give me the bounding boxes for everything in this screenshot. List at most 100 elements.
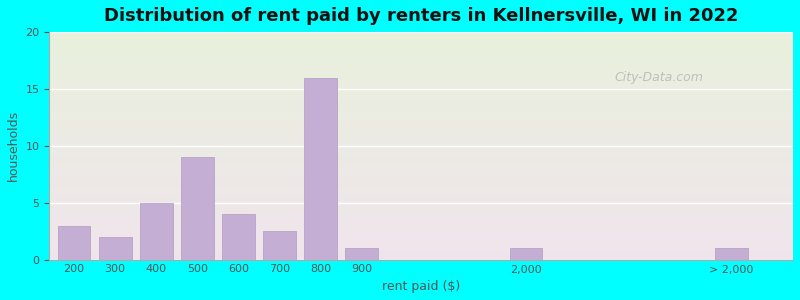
Bar <box>50 71 793 73</box>
Bar <box>50 182 793 184</box>
Bar <box>50 216 793 219</box>
Bar <box>50 191 793 194</box>
Bar <box>50 226 793 228</box>
Bar <box>50 184 793 187</box>
Bar <box>50 118 793 121</box>
Bar <box>50 150 793 153</box>
Bar <box>50 37 793 39</box>
Bar <box>50 219 793 221</box>
Bar <box>50 80 793 82</box>
Bar <box>50 210 793 212</box>
Bar <box>50 255 793 257</box>
Bar <box>50 257 793 260</box>
Bar <box>50 137 793 139</box>
Bar <box>50 169 793 171</box>
Bar <box>222 214 254 260</box>
Bar <box>50 91 793 94</box>
Bar <box>263 231 296 260</box>
Bar <box>50 116 793 119</box>
Bar <box>98 237 131 260</box>
Bar <box>50 239 793 242</box>
Bar <box>50 205 793 207</box>
Bar <box>50 214 793 216</box>
Bar <box>50 73 793 75</box>
Bar <box>50 134 793 137</box>
Bar <box>50 221 793 223</box>
Bar <box>50 171 793 173</box>
Bar <box>50 61 793 64</box>
Bar <box>50 57 793 59</box>
Bar <box>50 50 793 52</box>
Bar <box>50 107 793 110</box>
Bar <box>50 162 793 164</box>
Bar <box>50 98 793 100</box>
Bar <box>50 64 793 66</box>
Bar <box>50 198 793 200</box>
Bar <box>50 173 793 176</box>
Bar <box>50 160 793 162</box>
Bar <box>50 187 793 189</box>
Bar <box>50 41 793 43</box>
Title: Distribution of rent paid by renters in Kellnersville, WI in 2022: Distribution of rent paid by renters in … <box>104 7 738 25</box>
Bar <box>715 248 748 260</box>
Bar <box>50 100 793 103</box>
Bar <box>50 248 793 250</box>
Bar <box>50 155 793 157</box>
Bar <box>50 52 793 55</box>
Bar <box>50 207 793 210</box>
Bar <box>50 44 793 46</box>
Bar <box>50 125 793 128</box>
Bar <box>50 123 793 125</box>
Bar <box>50 82 793 84</box>
Bar <box>50 144 793 146</box>
Y-axis label: households: households <box>7 110 20 182</box>
Bar <box>50 59 793 62</box>
Bar <box>50 112 793 114</box>
Bar <box>50 34 793 37</box>
Bar <box>50 39 793 41</box>
Bar <box>50 203 793 205</box>
Bar <box>50 189 793 191</box>
Bar <box>510 248 542 260</box>
Bar <box>50 228 793 230</box>
Bar <box>50 146 793 148</box>
Bar <box>50 55 793 57</box>
Bar <box>50 230 793 232</box>
X-axis label: rent paid ($): rent paid ($) <box>382 280 460 293</box>
Bar <box>50 103 793 105</box>
Bar <box>50 32 793 34</box>
Bar <box>50 157 793 160</box>
Bar <box>50 84 793 87</box>
Bar <box>50 48 793 50</box>
Bar <box>181 157 214 260</box>
Bar <box>50 223 793 226</box>
Bar <box>50 87 793 89</box>
Bar <box>140 203 173 260</box>
Bar <box>50 237 793 239</box>
Bar <box>50 253 793 255</box>
Text: City-Data.com: City-Data.com <box>614 71 704 84</box>
Bar <box>304 78 337 260</box>
Bar <box>50 132 793 134</box>
Bar <box>50 178 793 180</box>
Bar <box>50 66 793 68</box>
Bar <box>50 121 793 123</box>
Bar <box>50 75 793 78</box>
Bar <box>50 232 793 235</box>
Bar <box>50 94 793 96</box>
Bar <box>50 78 793 80</box>
Bar <box>50 130 793 132</box>
Bar <box>50 139 793 141</box>
Bar <box>50 194 793 196</box>
Bar <box>50 68 793 71</box>
Bar <box>50 114 793 116</box>
Bar <box>50 242 793 244</box>
Bar <box>50 148 793 150</box>
Bar <box>50 141 793 144</box>
Bar <box>50 180 793 182</box>
Bar <box>50 235 793 237</box>
Bar <box>345 248 378 260</box>
Bar <box>50 244 793 246</box>
Bar <box>50 176 793 178</box>
Bar <box>50 105 793 107</box>
